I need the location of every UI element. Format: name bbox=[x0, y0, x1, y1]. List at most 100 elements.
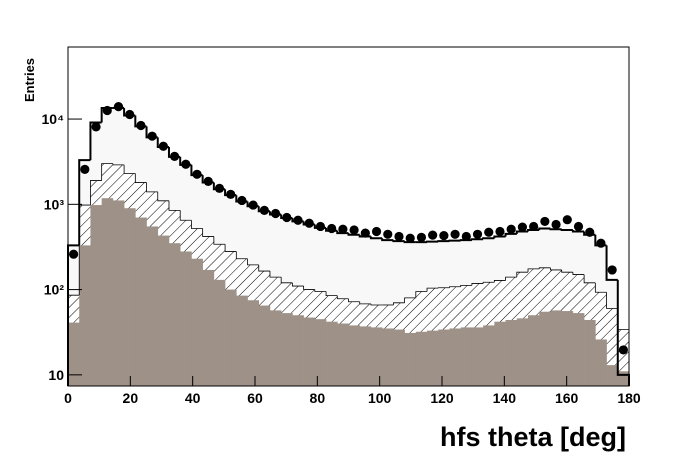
data-point bbox=[259, 205, 269, 215]
histogram-edge bbox=[78, 159, 91, 246]
histogram-edge bbox=[538, 267, 551, 269]
histogram-bar bbox=[561, 311, 574, 386]
x-tick-label: 120 bbox=[430, 390, 454, 406]
x-tick-label: 140 bbox=[493, 390, 517, 406]
histogram-bar bbox=[606, 308, 619, 386]
histogram-edge bbox=[493, 280, 506, 283]
histogram-bar bbox=[314, 319, 327, 386]
histogram-bar bbox=[213, 279, 226, 386]
histogram-edge bbox=[202, 228, 214, 237]
data-point bbox=[102, 105, 112, 116]
histogram-edge bbox=[89, 121, 102, 161]
x-tick-label: 80 bbox=[310, 390, 326, 406]
histogram-edge bbox=[235, 251, 248, 260]
data-point bbox=[450, 229, 460, 239]
histogram-edge bbox=[560, 228, 573, 231]
histogram-edge bbox=[594, 282, 607, 293]
data-point bbox=[169, 151, 180, 161]
histogram-edge bbox=[347, 233, 360, 236]
data-point bbox=[293, 215, 303, 225]
histogram-bar bbox=[258, 305, 271, 386]
histogram-bar bbox=[370, 327, 383, 386]
histogram-edge bbox=[482, 281, 495, 284]
histogram-bar bbox=[326, 321, 338, 386]
plot-area bbox=[67, 101, 630, 387]
histogram-edge bbox=[303, 286, 315, 290]
histogram-bar bbox=[471, 327, 484, 386]
histogram-bar bbox=[460, 327, 473, 386]
frame bbox=[67, 46, 630, 387]
histogram-edge bbox=[370, 303, 383, 306]
histogram-bar bbox=[292, 315, 304, 386]
data-point bbox=[304, 218, 314, 228]
histogram-edge bbox=[157, 191, 169, 202]
histogram-bar bbox=[550, 310, 562, 386]
histogram-bar bbox=[225, 289, 237, 386]
histogram-edge bbox=[505, 276, 517, 281]
x-axis-title: hfs theta [deg] bbox=[440, 422, 626, 452]
data-point bbox=[282, 212, 292, 223]
data-point bbox=[394, 231, 404, 242]
data-point bbox=[540, 216, 550, 227]
data-point bbox=[461, 231, 471, 242]
histogram-bar bbox=[617, 371, 630, 386]
x-tick-label: 40 bbox=[185, 390, 201, 406]
histogram-edge bbox=[583, 274, 596, 284]
histogram-bar bbox=[101, 198, 114, 386]
histogram-edge bbox=[179, 210, 192, 221]
histogram-edge bbox=[516, 271, 529, 278]
data-point bbox=[371, 226, 382, 237]
histogram-bar bbox=[393, 329, 405, 386]
data-point bbox=[237, 195, 247, 206]
histogram-edge bbox=[471, 283, 484, 286]
histogram-edge bbox=[392, 240, 405, 243]
data-point bbox=[136, 120, 146, 131]
y-axis-title: Entries bbox=[22, 58, 37, 102]
histogram-edge bbox=[549, 228, 562, 231]
histogram-edge bbox=[460, 284, 472, 287]
histogram-edge bbox=[605, 245, 618, 281]
data-point bbox=[607, 265, 617, 275]
histogram-edge bbox=[571, 229, 585, 233]
histogram-edge bbox=[112, 163, 125, 166]
histogram-edge bbox=[470, 238, 484, 241]
histogram-edge bbox=[392, 302, 405, 305]
histogram-bar bbox=[202, 269, 215, 386]
histogram-edge bbox=[504, 232, 517, 237]
data-point bbox=[338, 224, 348, 234]
data-point bbox=[618, 345, 628, 355]
histogram-edge bbox=[280, 277, 293, 284]
data-point bbox=[248, 200, 258, 210]
data-point bbox=[91, 122, 101, 132]
x-tick-label: 160 bbox=[555, 390, 579, 406]
data-point bbox=[405, 233, 415, 243]
histogram-edge bbox=[515, 230, 529, 234]
histogram-edge bbox=[258, 264, 270, 272]
histogram-edge bbox=[426, 287, 439, 292]
histogram-edge bbox=[325, 291, 338, 297]
histogram-edge bbox=[134, 173, 147, 183]
data-point bbox=[585, 227, 595, 237]
histogram-edge bbox=[359, 301, 371, 305]
histogram-edge bbox=[101, 163, 113, 181]
histogram-edge bbox=[90, 180, 102, 206]
data-point bbox=[214, 183, 225, 193]
data-point bbox=[506, 224, 516, 234]
histogram-bar bbox=[348, 325, 361, 386]
histogram-edge bbox=[415, 291, 428, 298]
histogram-bar bbox=[90, 205, 102, 386]
histogram-edge bbox=[247, 258, 259, 266]
data-point bbox=[158, 141, 168, 151]
data-point bbox=[349, 225, 359, 235]
histogram-edge bbox=[572, 272, 585, 275]
data-point bbox=[439, 230, 449, 241]
data-point bbox=[573, 221, 584, 232]
histogram-edge bbox=[146, 182, 158, 193]
y-tick-label: 10³ bbox=[44, 196, 65, 212]
data-point bbox=[484, 227, 494, 237]
histogram-edge bbox=[314, 289, 327, 292]
histogram-edge bbox=[538, 227, 551, 230]
histogram-bar bbox=[359, 326, 372, 386]
histogram-bar bbox=[415, 331, 428, 386]
